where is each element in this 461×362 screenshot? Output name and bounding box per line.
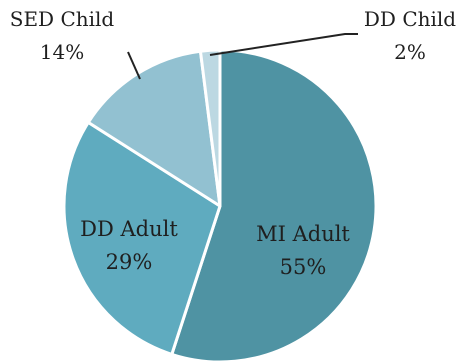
pie-slice-sed-child xyxy=(86,49,222,208)
pie-slice-dd-child xyxy=(198,48,222,208)
pct-sed-child: 14% xyxy=(40,40,84,64)
label-sed-child: SED Child xyxy=(10,7,115,31)
pie-slice-dd-adult xyxy=(62,120,222,356)
pct-mi-adult: 55% xyxy=(280,255,327,279)
label-dd-adult: DD Adult xyxy=(80,217,178,241)
leader-line-dd-child xyxy=(209,33,358,56)
pie-slice-mi-adult xyxy=(170,48,378,362)
label-mi-adult: MI Adult xyxy=(256,222,350,246)
label-dd-child: DD Child xyxy=(364,7,456,31)
pct-dd-adult: 29% xyxy=(106,250,153,274)
pie-slices xyxy=(62,48,378,362)
leader-line-sed-child xyxy=(127,51,141,80)
pct-dd-child: 2% xyxy=(394,40,426,64)
